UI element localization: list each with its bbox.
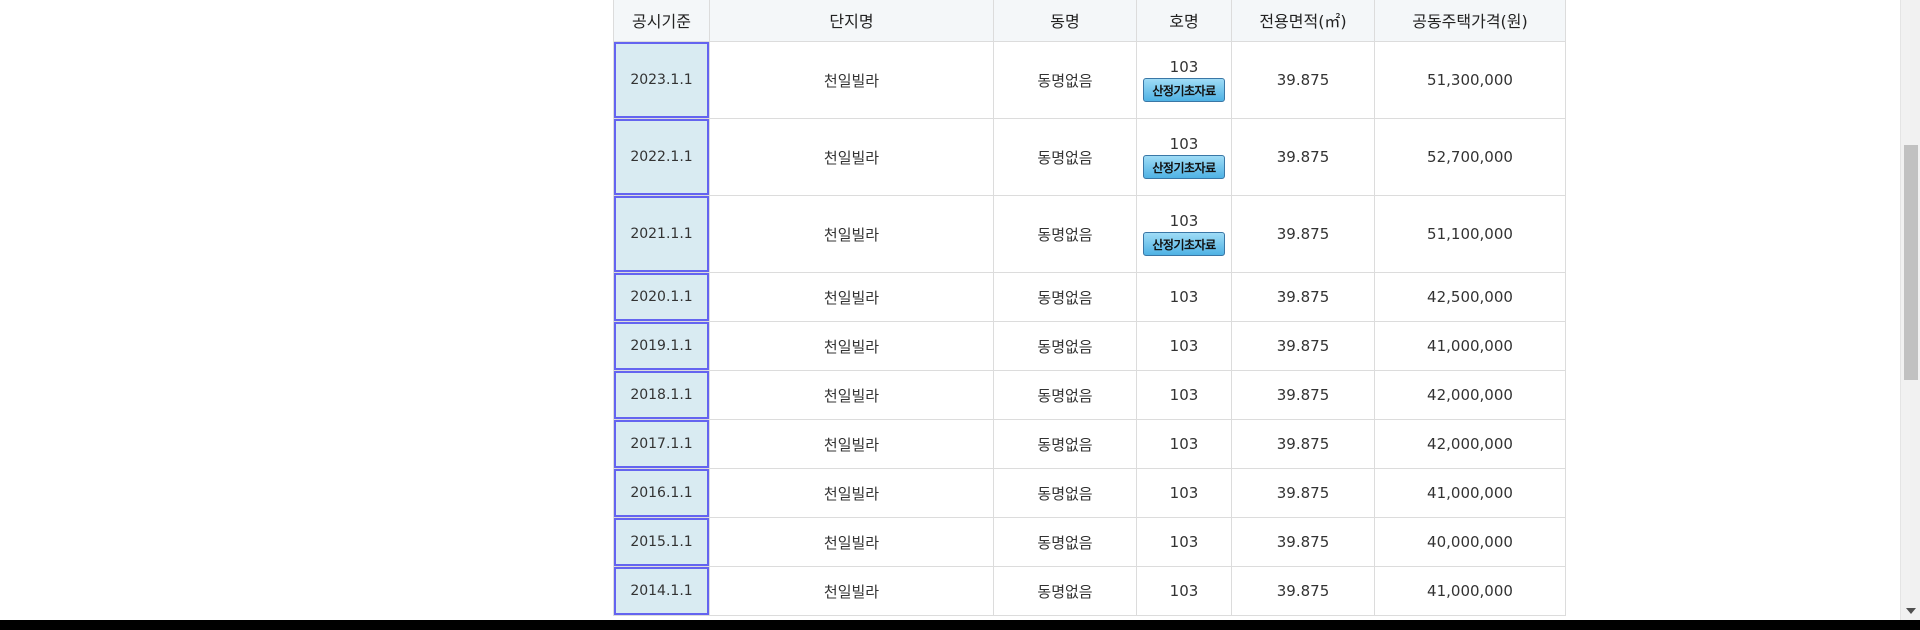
basis-date-cell[interactable]: 2015.1.1 — [613, 517, 710, 567]
bottom-edge-bar — [0, 620, 1920, 630]
price-cell: 42,000,000 — [1374, 419, 1566, 469]
table-row: 2023.1.1 천일빌라 동명없음 103 산정기초자료 39.875 51,300,00… — [613, 41, 1566, 119]
building-name-cell: 동명없음 — [993, 566, 1137, 616]
basis-date-cell[interactable]: 2023.1.1 — [613, 41, 710, 119]
price-cell: 41,000,000 — [1374, 468, 1566, 518]
housing-price-table: 공시기준 단지명 동명 호명 전용면적(㎡) 공동주택가격(원) 2023.1.… — [613, 0, 1566, 616]
complex-name-cell: 천일빌라 — [709, 272, 994, 322]
header-basis-date: 공시기준 — [613, 0, 710, 42]
building-name-cell: 동명없음 — [993, 468, 1137, 518]
header-unit-name: 호명 — [1136, 0, 1232, 42]
complex-name-cell: 천일빌라 — [709, 118, 994, 196]
complex-name-cell: 천일빌라 — [709, 517, 994, 567]
unit-name-cell: 103 산정기초자료 — [1136, 118, 1232, 196]
complex-name-cell: 천일빌라 — [709, 370, 994, 420]
complex-name-cell: 천일빌라 — [709, 419, 994, 469]
unit-name-cell: 103 — [1136, 272, 1232, 322]
basis-date-cell[interactable]: 2020.1.1 — [613, 272, 710, 322]
exclusive-area-cell: 39.875 — [1231, 195, 1375, 273]
complex-name-cell: 천일빌라 — [709, 321, 994, 371]
price-cell: 51,100,000 — [1374, 195, 1566, 273]
exclusive-area-cell: 39.875 — [1231, 370, 1375, 420]
price-cell: 42,500,000 — [1374, 272, 1566, 322]
header-exclusive-area: 전용면적(㎡) — [1231, 0, 1375, 42]
unit-stack: 103 산정기초자료 — [1137, 212, 1231, 256]
unit-name-cell: 103 — [1136, 321, 1232, 371]
table-row: 2018.1.1 천일빌라 동명없음 103 39.875 42,000,000 — [613, 370, 1566, 420]
chevron-down-icon[interactable] — [1906, 608, 1916, 614]
unit-name-cell: 103 산정기초자료 — [1136, 41, 1232, 119]
table-body: 2023.1.1 천일빌라 동명없음 103 산정기초자료 39.875 51,300,00… — [613, 41, 1566, 616]
building-name-cell: 동명없음 — [993, 517, 1137, 567]
exclusive-area-cell: 39.875 — [1231, 321, 1375, 371]
exclusive-area-cell: 39.875 — [1231, 41, 1375, 119]
exclusive-area-cell: 39.875 — [1231, 566, 1375, 616]
calculation-basis-button[interactable]: 산정기초자료 — [1143, 155, 1225, 179]
table-row: 2015.1.1 천일빌라 동명없음 103 39.875 40,000,000 — [613, 517, 1566, 567]
building-name-cell: 동명없음 — [993, 419, 1137, 469]
building-name-cell: 동명없음 — [993, 272, 1137, 322]
price-cell: 41,000,000 — [1374, 566, 1566, 616]
unit-number: 103 — [1169, 135, 1199, 153]
building-name-cell: 동명없음 — [993, 370, 1137, 420]
basis-date-cell[interactable]: 2018.1.1 — [613, 370, 710, 420]
price-cell: 40,000,000 — [1374, 517, 1566, 567]
exclusive-area-cell: 39.875 — [1231, 468, 1375, 518]
table-row: 2021.1.1 천일빌라 동명없음 103 산정기초자료 39.875 51,100,00… — [613, 195, 1566, 273]
table-row: 2022.1.1 천일빌라 동명없음 103 산정기초자료 39.875 52,700,00… — [613, 118, 1566, 196]
table-row: 2016.1.1 천일빌라 동명없음 103 39.875 41,000,000 — [613, 468, 1566, 518]
unit-number: 103 — [1169, 58, 1199, 76]
building-name-cell: 동명없음 — [993, 41, 1137, 119]
building-name-cell: 동명없음 — [993, 321, 1137, 371]
table-row: 2017.1.1 천일빌라 동명없음 103 39.875 42,000,000 — [613, 419, 1566, 469]
price-cell: 51,300,000 — [1374, 41, 1566, 119]
calculation-basis-button[interactable]: 산정기초자료 — [1143, 232, 1225, 256]
exclusive-area-cell: 39.875 — [1231, 517, 1375, 567]
calculation-basis-button[interactable]: 산정기초자료 — [1143, 78, 1225, 102]
table-header-row: 공시기준 단지명 동명 호명 전용면적(㎡) 공동주택가격(원) — [613, 0, 1566, 42]
table-row: 2020.1.1 천일빌라 동명없음 103 39.875 42,500,000 — [613, 272, 1566, 322]
building-name-cell: 동명없음 — [993, 118, 1137, 196]
basis-date-cell[interactable]: 2022.1.1 — [613, 118, 710, 196]
unit-name-cell: 103 — [1136, 468, 1232, 518]
exclusive-area-cell: 39.875 — [1231, 118, 1375, 196]
unit-name-cell: 103 — [1136, 370, 1232, 420]
complex-name-cell: 천일빌라 — [709, 195, 994, 273]
complex-name-cell: 천일빌라 — [709, 41, 994, 119]
basis-date-cell[interactable]: 2017.1.1 — [613, 419, 710, 469]
table-row: 2019.1.1 천일빌라 동명없음 103 39.875 41,000,000 — [613, 321, 1566, 371]
unit-stack: 103 산정기초자료 — [1137, 58, 1231, 102]
unit-name-cell: 103 — [1136, 419, 1232, 469]
basis-date-cell[interactable]: 2014.1.1 — [613, 566, 710, 616]
unit-number: 103 — [1169, 212, 1199, 230]
content-viewport: 공시기준 단지명 동명 호명 전용면적(㎡) 공동주택가격(원) 2023.1.… — [613, 0, 1566, 616]
scrollbar-thumb[interactable] — [1904, 145, 1918, 380]
unit-stack: 103 산정기초자료 — [1137, 135, 1231, 179]
basis-date-cell[interactable]: 2021.1.1 — [613, 195, 710, 273]
basis-date-cell[interactable]: 2016.1.1 — [613, 468, 710, 518]
header-price: 공동주택가격(원) — [1374, 0, 1566, 42]
header-complex-name: 단지명 — [709, 0, 994, 42]
unit-name-cell: 103 — [1136, 517, 1232, 567]
unit-name-cell: 103 — [1136, 566, 1232, 616]
complex-name-cell: 천일빌라 — [709, 566, 994, 616]
price-cell: 52,700,000 — [1374, 118, 1566, 196]
header-building-name: 동명 — [993, 0, 1137, 42]
basis-date-cell[interactable]: 2019.1.1 — [613, 321, 710, 371]
exclusive-area-cell: 39.875 — [1231, 272, 1375, 322]
vertical-scrollbar[interactable] — [1900, 0, 1920, 620]
table-header: 공시기준 단지명 동명 호명 전용면적(㎡) 공동주택가격(원) — [613, 0, 1566, 42]
building-name-cell: 동명없음 — [993, 195, 1137, 273]
price-cell: 42,000,000 — [1374, 370, 1566, 420]
table-row: 2014.1.1 천일빌라 동명없음 103 39.875 41,000,000 — [613, 566, 1566, 616]
unit-name-cell: 103 산정기초자료 — [1136, 195, 1232, 273]
price-cell: 41,000,000 — [1374, 321, 1566, 371]
complex-name-cell: 천일빌라 — [709, 468, 994, 518]
exclusive-area-cell: 39.875 — [1231, 419, 1375, 469]
